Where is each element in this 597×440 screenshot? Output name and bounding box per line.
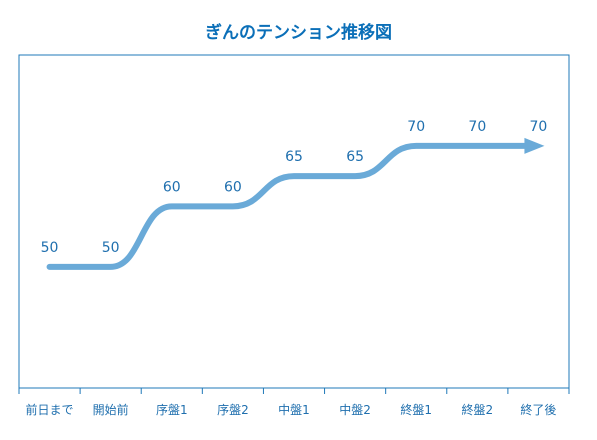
data-label: 70	[407, 119, 425, 135]
x-tick-label: 中盤2	[339, 402, 371, 417]
data-label: 50	[102, 240, 120, 256]
data-label: 50	[41, 240, 59, 256]
data-label: 65	[285, 149, 303, 165]
data-label: 70	[468, 119, 486, 135]
x-tick-label: 序盤2	[217, 402, 249, 417]
data-label: 65	[346, 149, 364, 165]
x-tick-label: 終盤2	[462, 402, 494, 417]
data-label: 60	[163, 179, 181, 195]
x-tick-label: 開始前	[93, 402, 129, 417]
data-label: 60	[224, 179, 242, 195]
x-tick-label: 中盤1	[278, 402, 310, 417]
x-tick-label: 序盤1	[156, 402, 188, 417]
x-tick-label: 終盤1	[400, 402, 432, 417]
series-line	[46, 142, 532, 270]
plot-frame	[18, 54, 570, 389]
chart-title: ぎんのテンション推移図	[205, 23, 392, 43]
x-tick-label: 終了後	[520, 402, 556, 417]
x-tick-label: 前日まで	[26, 402, 74, 417]
arrowhead	[524, 137, 545, 154]
data-label: 70	[530, 119, 548, 135]
